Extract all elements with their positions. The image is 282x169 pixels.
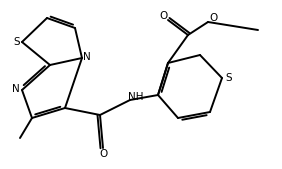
Text: S: S [14, 37, 20, 47]
Text: NH: NH [128, 92, 144, 102]
Text: N: N [83, 52, 91, 62]
Text: S: S [226, 73, 232, 83]
Text: O: O [99, 149, 107, 159]
Text: N: N [12, 84, 20, 94]
Text: O: O [159, 11, 167, 21]
Text: O: O [209, 13, 217, 23]
